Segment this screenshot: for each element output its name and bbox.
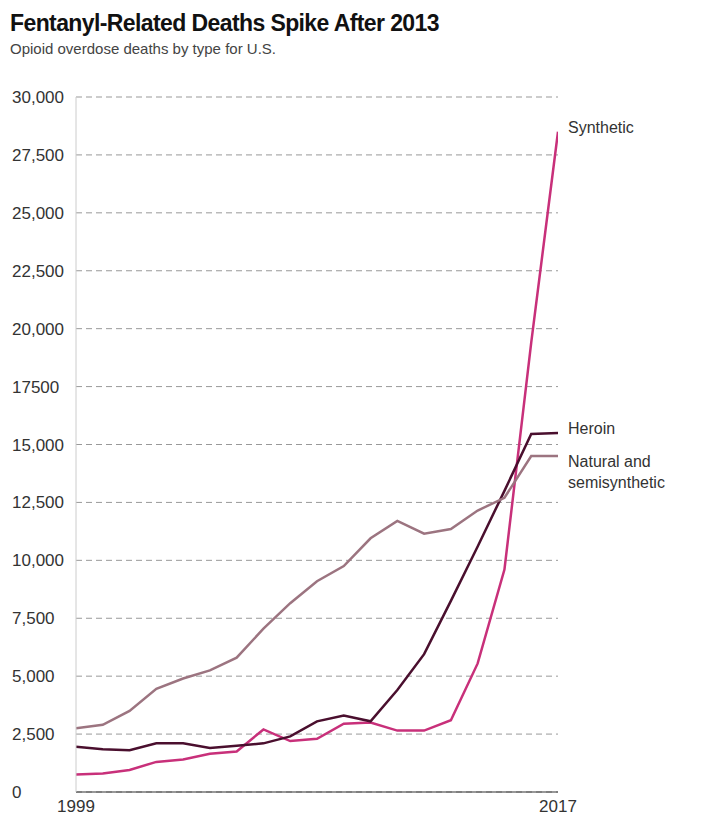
svg-text:20,000: 20,000 [12, 320, 64, 339]
svg-text:10,000: 10,000 [12, 551, 64, 570]
svg-text:27,500: 27,500 [12, 146, 64, 165]
svg-text:5,000: 5,000 [12, 667, 55, 686]
svg-text:30,000: 30,000 [12, 88, 64, 107]
svg-text:2017: 2017 [539, 797, 577, 816]
svg-text:22,500: 22,500 [12, 262, 64, 281]
svg-text:25,000: 25,000 [12, 204, 64, 223]
svg-text:Natural andsemisynthetic: Natural andsemisynthetic [568, 453, 665, 491]
svg-text:15,000: 15,000 [12, 436, 64, 455]
html-text:Fentanyl-Related Deaths Spike: Fentanyl-Related Deaths Spike After 2013 [10, 10, 439, 36]
html-text:Opioid overdose deaths by type: Opioid overdose deaths by type for U.S. [10, 40, 276, 57]
svg-text:Heroin: Heroin [568, 420, 615, 437]
svg-text:1999: 1999 [57, 797, 95, 816]
svg-text:7,500: 7,500 [12, 609, 55, 628]
svg-text:Synthetic: Synthetic [568, 119, 634, 136]
svg-text:17500: 17500 [12, 378, 59, 397]
svg-text:0: 0 [12, 783, 21, 802]
svg-text:12,500: 12,500 [12, 493, 64, 512]
svg-text:2,500: 2,500 [12, 725, 55, 744]
